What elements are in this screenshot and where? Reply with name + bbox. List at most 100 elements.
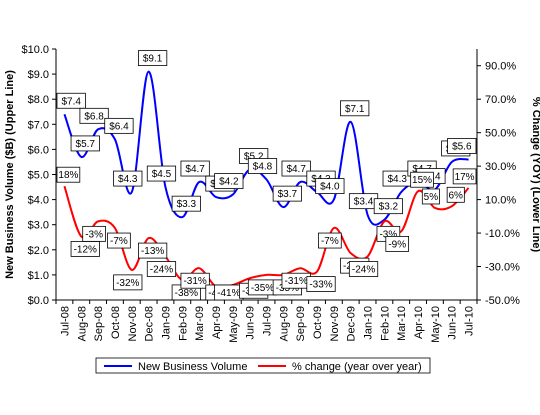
pct-change-data-label: -33%	[306, 276, 336, 292]
data-label-text: $3.7	[278, 189, 298, 200]
x-tick-label: Nov-08	[127, 306, 139, 341]
right-tick-label: -30.0%	[485, 262, 520, 274]
data-label-box	[318, 232, 342, 249]
data-labels: $7.4$5.7$6.8$6.4$4.3$9.1$4.5$3.3$4.7$4.1…	[56, 50, 477, 301]
pct-change-data-label: -13%	[138, 242, 168, 259]
data-label-box	[410, 171, 434, 188]
data-label-box	[79, 107, 109, 124]
x-tick-label: May-10	[430, 306, 442, 343]
data-label-text: $4.7	[286, 164, 306, 175]
data-label-text: $4.8	[253, 162, 273, 173]
data-label-box	[146, 261, 177, 277]
pct-change-data-label: -9%	[385, 235, 410, 252]
data-label-text: -41%	[217, 288, 240, 299]
pct-change-data-label: -3%	[82, 225, 106, 242]
data-label-text: $4.5	[152, 169, 172, 180]
volume-data-label: $4.3	[382, 170, 412, 187]
pct-change-data-label: -31%	[180, 272, 210, 289]
x-tick-label: Feb-10	[379, 306, 391, 341]
left-y-axis: $0.0 $1.0 $2.0 $3.0 $4.0 $5.0 $6.0 $7.0 $8.0 $9.0…	[21, 44, 56, 307]
right-tick-label: -10.0%	[485, 228, 520, 240]
right-tick-label: -50.0%	[485, 295, 520, 307]
x-tick-label: Jan-09	[160, 306, 172, 340]
x-tick-label: Nov-09	[329, 306, 341, 341]
data-label-box	[452, 168, 477, 185]
right-y-axis: -50.0% -30.0% -10.0% 10.0% 30.0% 50.0% 70.0% 90…	[477, 61, 520, 307]
data-label-text: -24%	[352, 264, 375, 275]
x-tick-label: Jul-10	[464, 306, 476, 336]
volume-data-label: $5.6	[447, 138, 477, 154]
x-tick-label: Aug-09	[278, 306, 290, 341]
left-tick-label: $4.0	[28, 195, 49, 207]
legend-label-pct-change: % change (year over year)	[292, 361, 422, 373]
left-tick-label: $1.0	[28, 270, 49, 282]
volume-data-label: $9.1	[138, 50, 168, 66]
right-tick-label: 90.0%	[485, 61, 516, 73]
volume-data-label: $3.3	[171, 195, 201, 212]
right-tick-label: 70.0%	[485, 94, 516, 106]
data-label-text: 17%	[455, 172, 475, 183]
pct-change-data-label: -31%	[281, 272, 311, 289]
data-label-text: -3%	[85, 229, 103, 240]
data-label-text: -7%	[321, 236, 339, 247]
data-label-text: $7.1	[345, 104, 365, 115]
volume-data-label: $4.7	[281, 160, 311, 177]
x-tick-label: Dec-08	[144, 306, 156, 341]
x-tick-label: Jun-10	[447, 306, 459, 340]
data-label-text: $3.4	[354, 197, 374, 208]
data-label-text: -12%	[74, 244, 97, 255]
pct-change-data-label: -12%	[70, 241, 100, 257]
left-tick-label: $0.0	[28, 295, 49, 307]
data-label-box	[272, 185, 302, 202]
data-label-box	[306, 276, 336, 292]
data-label-box	[340, 100, 370, 117]
data-label-text: $3.2	[379, 202, 399, 213]
right-axis-title: % Change (YOY) (Lower Line)	[530, 97, 540, 253]
x-tick-label: Jun-09	[245, 306, 257, 340]
pct-change-data-label: -35%	[247, 279, 278, 296]
data-label-box	[113, 170, 143, 187]
pct-change-data-label: 15%	[410, 171, 434, 188]
data-label-box	[113, 274, 143, 291]
data-label-text: $5.7	[76, 139, 96, 150]
x-tick-label: May-09	[228, 306, 240, 343]
volume-data-label: $4.5	[146, 165, 177, 182]
data-label-text: $9.1	[143, 54, 163, 65]
pct-change-data-label: 17%	[452, 168, 477, 185]
x-tick-label: Jul-09	[262, 306, 274, 336]
data-label-text: 5%	[424, 192, 439, 203]
volume-data-label: $4.3	[113, 170, 143, 187]
data-label-text: $3.3	[177, 199, 197, 210]
left-tick-label: $8.0	[28, 94, 49, 106]
volume-data-label: $5.7	[70, 135, 100, 152]
data-label-text: $7.4	[61, 96, 81, 107]
data-label-box	[447, 138, 477, 154]
data-label-box	[70, 135, 100, 152]
right-tick-label: 10.0%	[485, 195, 516, 207]
pct-change-data-label: 18%	[56, 166, 81, 183]
data-label-text: -32%	[116, 278, 139, 289]
data-label-box	[107, 232, 131, 249]
volume-data-label: $4.2	[214, 173, 244, 189]
data-label-text: $4.3	[118, 174, 138, 185]
volume-data-label: $4.7	[180, 160, 210, 177]
x-tick-label: Jul-08	[59, 306, 71, 336]
volume-data-label: $4.8	[247, 158, 278, 174]
data-label-box	[138, 50, 168, 66]
x-tick-label: Sep-09	[295, 306, 307, 341]
data-label-text: -13%	[141, 246, 164, 257]
pct-change-data-label: -41%	[214, 284, 244, 301]
data-label-text: -35%	[251, 283, 274, 294]
data-label-box	[247, 158, 278, 174]
data-label-box	[138, 242, 168, 259]
pct-change-data-label: 5%	[421, 188, 440, 205]
left-tick-label: $3.0	[28, 220, 49, 232]
x-tick-label: Dec-09	[346, 306, 358, 341]
series-line-pct-change	[63, 185, 470, 289]
x-tick-label: Apr-10	[413, 306, 425, 339]
x-tick-label: Jan-10	[363, 306, 375, 340]
data-label-box	[104, 117, 134, 134]
data-label-text: $6.8	[84, 111, 104, 122]
data-label-box	[214, 173, 244, 189]
